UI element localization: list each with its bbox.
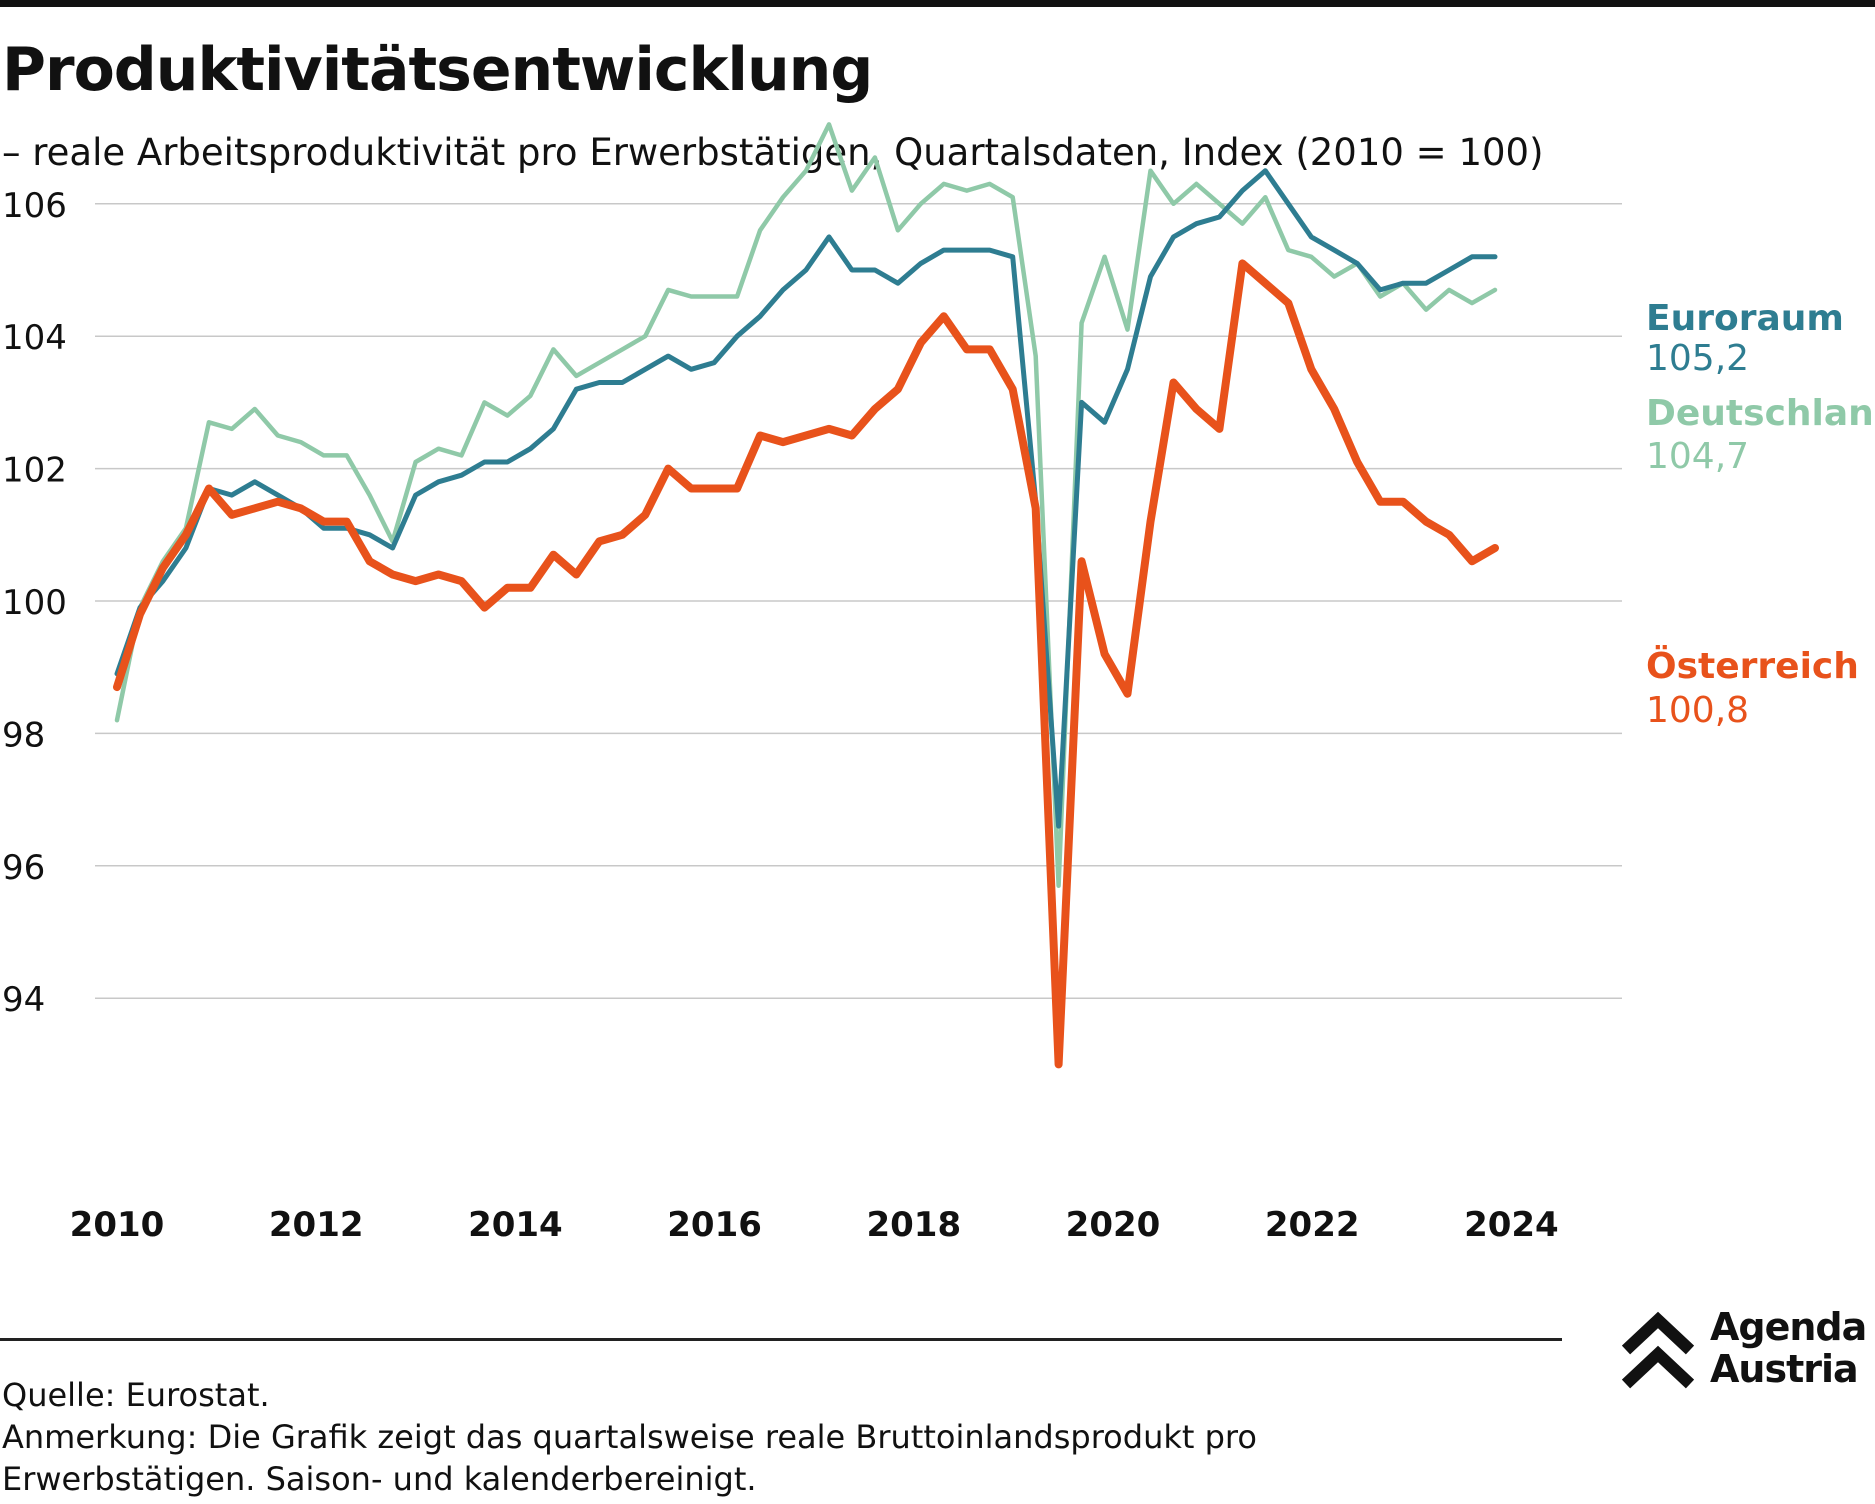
y-tick-label: 106 [2, 186, 67, 226]
chevron-up-logo-icon [1622, 1311, 1694, 1389]
gridlines [95, 203, 1622, 999]
series-end-value: 100,8 [1646, 690, 1749, 731]
series-line-0 [114, 122, 1498, 888]
chart-title: Produktivitätsentwicklung [2, 35, 873, 105]
x-tick-label: 2022 [1265, 1205, 1360, 1245]
x-tick-label: 2020 [1066, 1205, 1161, 1245]
x-axis-ticks: 2010 2012 2014 2016 2018 2020 2022 2024 [70, 1205, 1559, 1245]
chart-subtitle: – reale Arbeitsproduktivität pro Erwerbs… [2, 131, 1544, 174]
x-tick-label: 2012 [269, 1205, 364, 1245]
series-end-value: 104,7 [1646, 436, 1749, 477]
series-line-1 [114, 168, 1498, 829]
series-end-value: 105,2 [1646, 338, 1749, 379]
y-tick-label: 96 [2, 848, 45, 888]
top-rule [0, 0, 1875, 7]
y-tick-label: 98 [2, 715, 45, 755]
y-tick-label: 100 [2, 583, 67, 623]
y-tick-label: 104 [2, 318, 67, 358]
footer-notes: Quelle: Eurostat. Anmerkung: Die Grafik … [2, 1374, 1562, 1500]
series-name-label: Österreich [1646, 645, 1859, 687]
y-tick-label: 94 [2, 980, 45, 1020]
series-line-2 [113, 259, 1499, 1069]
logo-line1: Agenda [1710, 1305, 1867, 1349]
logo-wordmark: Agenda Austria [1710, 1305, 1867, 1391]
series-name-label: Deutschland [1646, 393, 1875, 434]
source-note: Quelle: Eurostat. [2, 1376, 270, 1414]
x-tick-label: 2018 [866, 1205, 961, 1245]
footer-rule [0, 1338, 1562, 1341]
y-tick-label: 102 [2, 451, 67, 491]
annotation-note-line2: Erwerbstätigen. Saison- und kalenderbere… [2, 1460, 757, 1498]
agenda-austria-logo: Agenda Austria [1622, 1306, 1872, 1396]
annotation-note-line1: Anmerkung: Die Grafik zeigt das quartals… [2, 1418, 1257, 1456]
y-axis-ticks: 94 96 98 100 102 104 106 [2, 186, 67, 1020]
x-tick-label: 2024 [1464, 1205, 1559, 1245]
series-lines [113, 122, 1499, 1069]
x-tick-label: 2016 [667, 1205, 762, 1245]
x-tick-label: 2010 [70, 1205, 165, 1245]
series-name-label: Euroraum [1646, 298, 1844, 339]
logo-line2: Austria [1710, 1347, 1859, 1391]
x-tick-label: 2014 [468, 1205, 563, 1245]
